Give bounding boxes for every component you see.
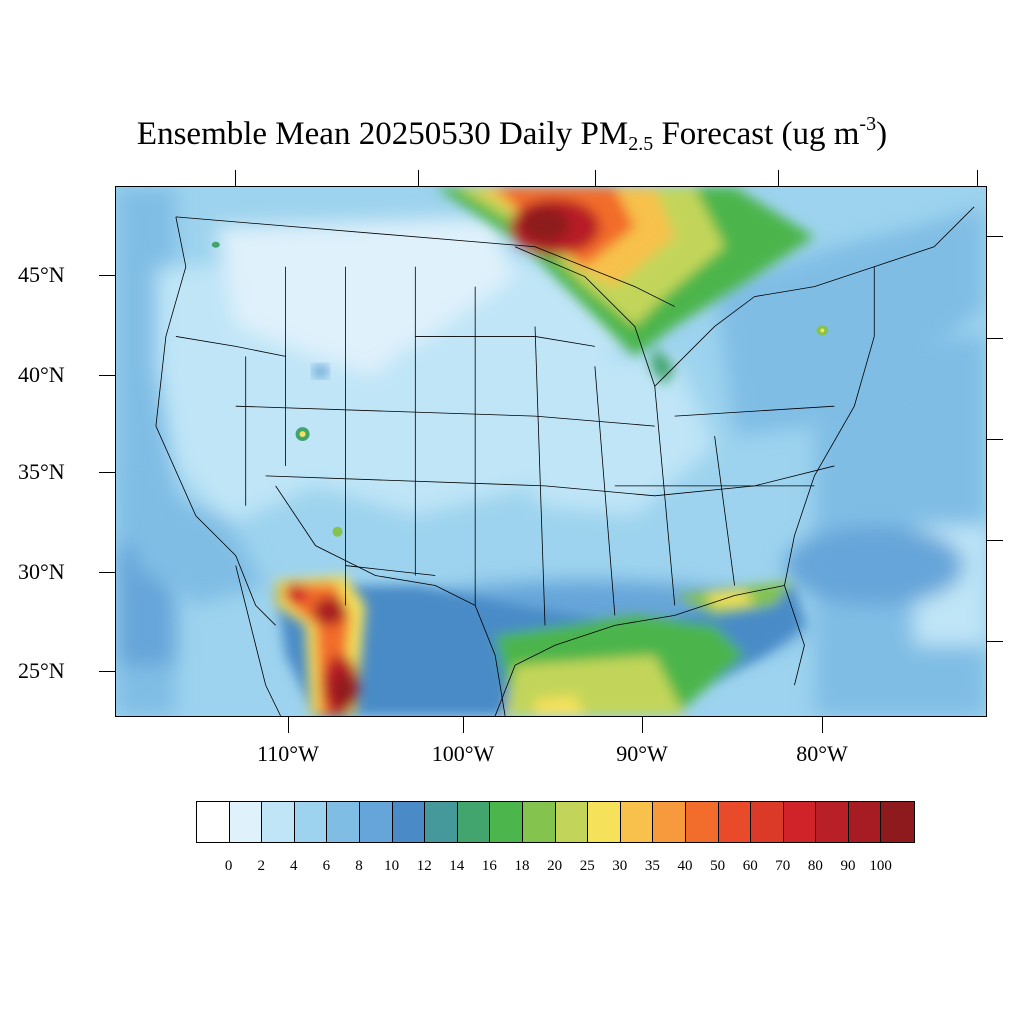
top-tick	[977, 170, 978, 186]
colorbar-box	[522, 802, 556, 842]
lon-label-110w: 110°W	[257, 741, 319, 766]
colorbar-label: 80	[807, 858, 823, 874]
colorbar-label: 8	[355, 858, 363, 874]
right-tick	[987, 540, 1003, 541]
lon-label-80w: 80°W	[796, 741, 848, 766]
top-tick	[235, 170, 236, 186]
colorbar-box	[262, 802, 295, 842]
colorbar-box	[620, 802, 654, 842]
colorbar-box	[327, 802, 360, 842]
right-tick	[987, 338, 1003, 339]
bottom-tick	[822, 717, 823, 733]
colorbar-label: 50	[710, 858, 726, 874]
colorbar-box	[490, 802, 523, 842]
colorbar-label: 16	[481, 858, 497, 874]
left-tick	[99, 572, 115, 573]
colorbar-label: 6	[322, 858, 331, 874]
colorbar-box	[359, 802, 393, 842]
left-tick	[99, 671, 115, 672]
pm25-map	[115, 186, 987, 717]
colorbar-box	[881, 802, 915, 842]
colorbar-box	[685, 802, 719, 842]
bottom-tick	[463, 717, 464, 733]
colorbar	[196, 801, 916, 843]
colorbar-label: 14	[449, 858, 465, 874]
colorbar-label: 12	[416, 858, 432, 874]
colorbar-label: 70	[775, 858, 791, 874]
colorbar-box	[588, 802, 621, 842]
right-tick	[987, 641, 1003, 642]
colorbar-label: 100	[869, 858, 892, 874]
boundaries	[155, 206, 975, 716]
colorbar-label: 60	[742, 858, 758, 874]
bottom-tick	[288, 717, 289, 733]
colorbar-label: 25	[579, 858, 595, 874]
colorbar-label: 20	[547, 858, 563, 874]
colorbar-box	[848, 802, 882, 842]
top-tick	[778, 170, 779, 186]
colorbar-box	[555, 802, 589, 842]
map-canvas	[116, 187, 986, 716]
colorbar-box	[457, 802, 491, 842]
colorbar-box	[816, 802, 849, 842]
colorbar-label: 40	[677, 858, 693, 874]
colorbar-box	[783, 802, 817, 842]
colorbar-box	[392, 802, 426, 842]
right-tick	[987, 439, 1003, 440]
colorbar-label: 18	[514, 858, 530, 874]
left-tick	[99, 275, 115, 276]
gulf-plume	[275, 580, 805, 716]
lat-label-40n: 40°N	[18, 362, 65, 387]
colorbar-label: 0	[224, 858, 233, 874]
lon-label-100w: 100°W	[431, 741, 495, 766]
top-tick	[418, 170, 419, 186]
lat-label-35n: 35°N	[18, 459, 65, 484]
colorbar-label: 90	[840, 858, 856, 874]
canada-smoke-plume	[435, 187, 815, 387]
left-tick	[99, 375, 115, 376]
colorbar-box	[294, 802, 328, 842]
lat-label-45n: 45°N	[18, 262, 65, 287]
lat-label-25n: 25°N	[18, 658, 65, 683]
colorbar-box	[425, 802, 458, 842]
colorbar-label: 35	[644, 858, 660, 874]
colorbar-box	[718, 802, 752, 842]
colorbar-box	[229, 802, 263, 842]
colorbar-label: 2	[257, 858, 265, 874]
land-field	[135, 206, 985, 606]
colorbar-box	[197, 802, 230, 842]
mexico-hotspots	[275, 575, 366, 716]
map-title: Ensemble Mean 20250530 Daily PM2.5 Forec…	[136, 113, 888, 155]
lon-label-90w: 90°W	[616, 741, 668, 766]
lat-label-30n: 30°N	[18, 559, 65, 584]
colorbar-label: 4	[290, 858, 298, 874]
colorbar-box	[751, 802, 784, 842]
top-tick	[595, 170, 596, 186]
right-tick	[987, 236, 1003, 237]
colorbar-label: 10	[384, 858, 400, 874]
bottom-tick	[642, 717, 643, 733]
colorbar-box	[653, 802, 686, 842]
colorbar-label: 30	[612, 858, 628, 874]
left-tick	[99, 472, 115, 473]
local-hotspots	[211, 241, 829, 537]
